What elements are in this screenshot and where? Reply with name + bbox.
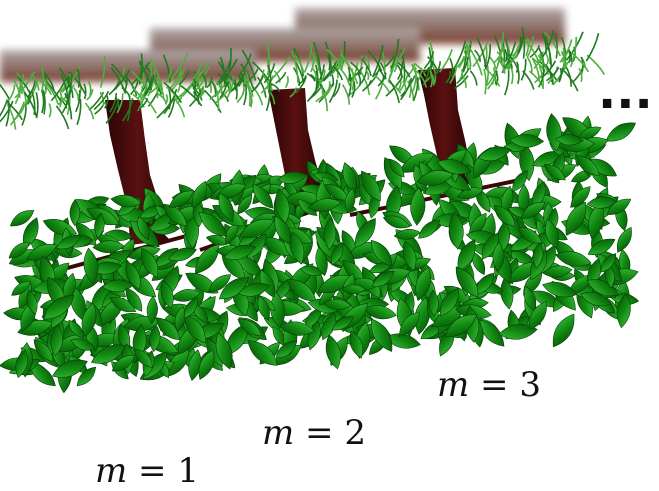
ellipsis: ... xyxy=(598,64,653,120)
grass-blade xyxy=(406,63,414,77)
leaf xyxy=(547,310,580,351)
grass-blade xyxy=(8,85,14,101)
grass-blade xyxy=(484,69,486,94)
grass-blade xyxy=(56,106,68,129)
label: m = 3 xyxy=(437,365,541,405)
grass-blade xyxy=(489,57,495,69)
grass-blade xyxy=(88,81,90,95)
grass-blade xyxy=(74,88,79,101)
grass-blade xyxy=(158,94,166,103)
grass-blade xyxy=(470,71,476,86)
label: m = 1 xyxy=(95,451,199,491)
grass-blade xyxy=(358,73,360,86)
grass-blade xyxy=(109,81,119,95)
grass-blade xyxy=(49,103,51,117)
label: m = 2 xyxy=(262,413,366,453)
grass-blade xyxy=(165,94,167,104)
page: ... m = 1 m = 2 m = 3 (() => { const dat… xyxy=(0,0,659,491)
grass-blade xyxy=(586,33,598,61)
grass-blade xyxy=(42,92,44,113)
bush xyxy=(0,112,640,393)
grass-blade xyxy=(505,70,509,95)
grass-blade xyxy=(285,76,288,88)
grass-blade xyxy=(343,85,350,105)
illustration: ... m = 1 m = 2 m = 3 xyxy=(0,0,659,491)
grass-blade xyxy=(546,53,548,64)
grass-blade xyxy=(32,91,35,115)
grass-blade xyxy=(511,66,513,84)
leaf xyxy=(603,117,639,146)
grass-blade xyxy=(521,59,525,81)
grass-blade xyxy=(85,103,93,119)
